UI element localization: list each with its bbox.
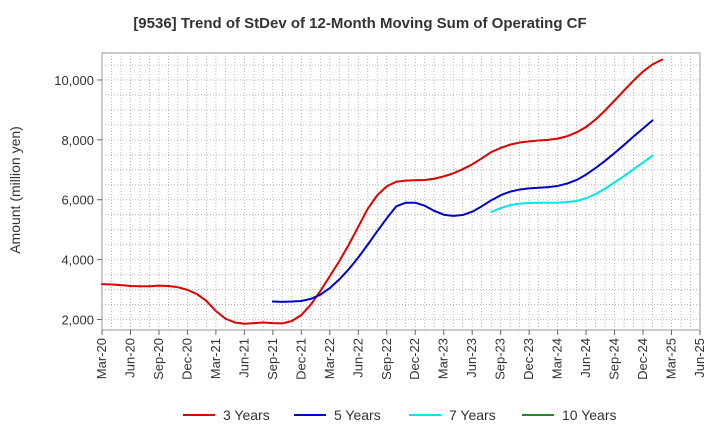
x-tick-label: Dec-23 (521, 338, 536, 380)
x-tick-label: Jun-20 (122, 338, 137, 378)
y-tick-label: 2,000 (61, 313, 94, 328)
x-tick-label: Sep-20 (151, 338, 166, 380)
x-tick-label: Jun-22 (350, 338, 365, 378)
x-tick-label: Mar-21 (208, 338, 223, 379)
x-tick-label: Jun-25 (692, 338, 707, 378)
x-tick-label: Dec-24 (635, 338, 650, 380)
plot-area: 2,000 4,000 6,000 8,000 10,000 Mar-20 Jun-20 Se… (54, 52, 707, 380)
chart-title: [9536] Trend of StDev of 12-Month Moving… (133, 15, 586, 32)
y-tick-label: 8,000 (61, 133, 94, 148)
legend-label: 7 Years (449, 407, 496, 423)
legend-item-7-years: 7 Years (409, 407, 496, 423)
x-tick-label: Dec-21 (293, 338, 308, 380)
legend-label: 3 Years (223, 407, 270, 423)
x-tick-label: Sep-21 (265, 338, 280, 380)
x-tick-label: Sep-24 (607, 338, 622, 380)
y-axis-label: Amount (million yen) (7, 126, 23, 254)
y-tick-label: 6,000 (61, 193, 94, 208)
legend-item-3-years: 3 Years (183, 407, 270, 423)
x-tick-label: Sep-23 (493, 338, 508, 380)
x-tick-label: Mar-20 (94, 338, 109, 379)
legend-label: 10 Years (562, 407, 617, 423)
x-tick-label: Mar-22 (322, 338, 337, 379)
x-tick-label: Mar-25 (664, 338, 679, 379)
x-tick-label: Sep-22 (379, 338, 394, 380)
x-tick-label: Mar-24 (550, 338, 565, 379)
plot-frame (101, 52, 701, 331)
series-line-3-years (101, 58, 664, 325)
y-tick-label: 10,000 (54, 73, 94, 88)
series-line-5-years (271, 119, 654, 303)
legend: 3 Years 5 Years 7 Years 10 Years (183, 407, 617, 423)
x-tick-label: Jun-23 (464, 338, 479, 378)
legend-label: 5 Years (334, 407, 381, 423)
x-tick-label: Dec-20 (179, 338, 194, 380)
legend-item-10-years: 10 Years (522, 407, 617, 423)
series-line-7-years (490, 154, 654, 214)
x-tick-label: Mar-23 (436, 338, 451, 379)
x-tick-label: Dec-22 (407, 338, 422, 380)
x-tick-label: Jun-24 (578, 338, 593, 378)
x-tick-label: Jun-21 (236, 338, 251, 378)
legend-item-5-years: 5 Years (294, 407, 381, 423)
y-tick-label: 4,000 (61, 253, 94, 268)
